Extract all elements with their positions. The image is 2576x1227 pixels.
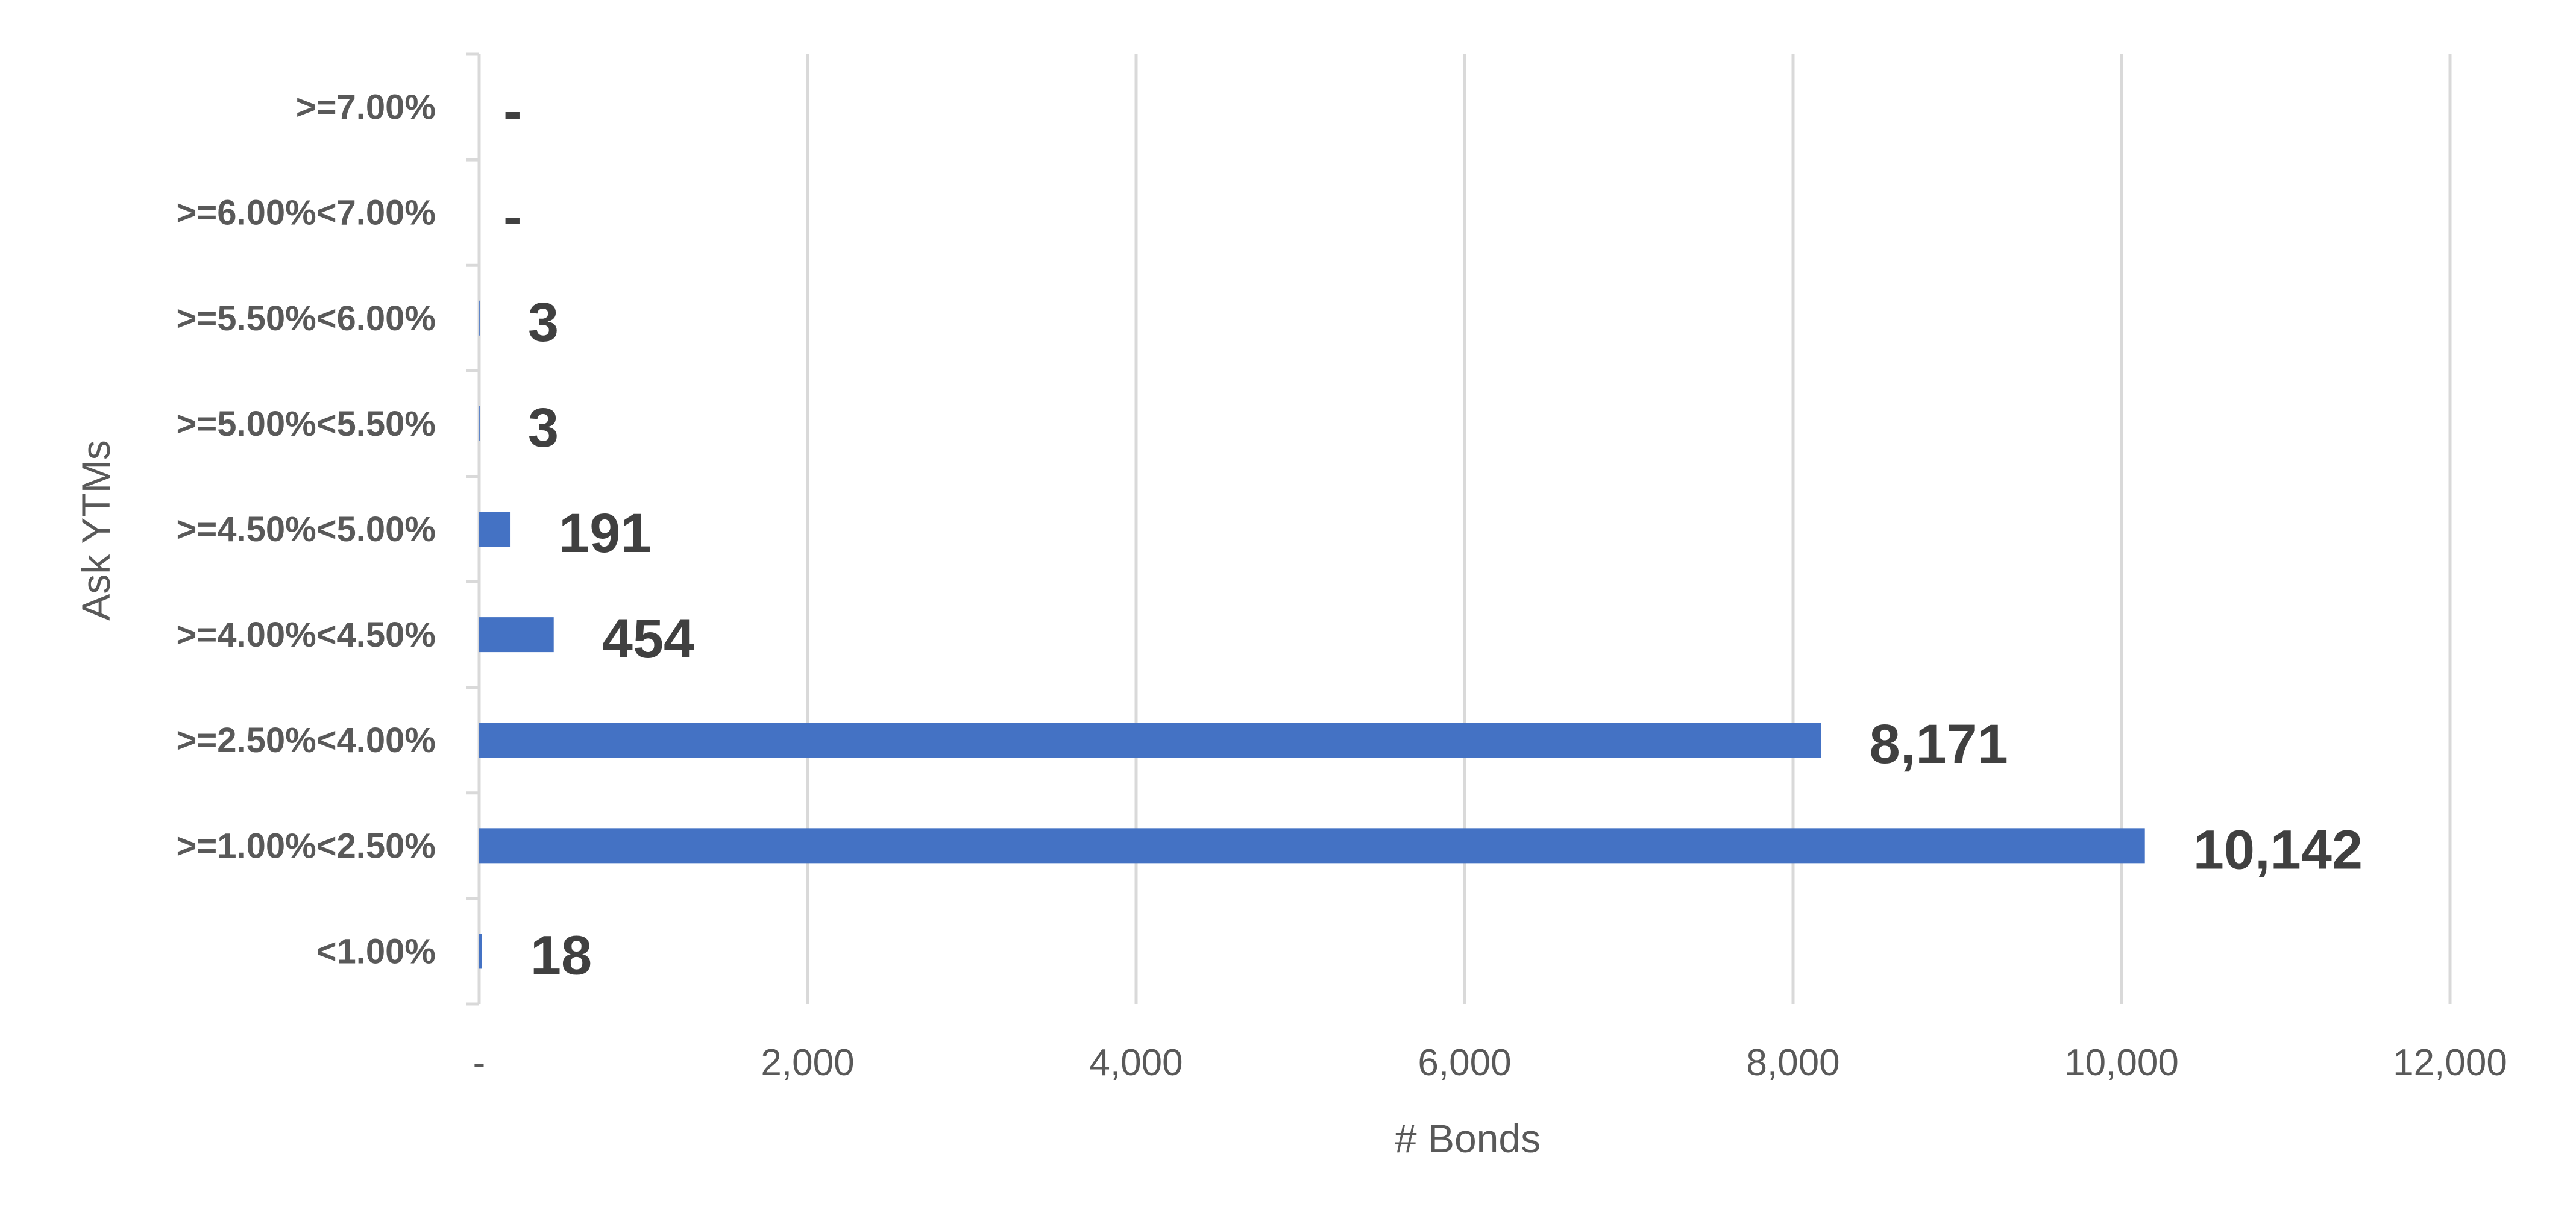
x-tick-label: 6,000 [1418, 1042, 1511, 1084]
category-label: >=4.00%<4.50% [176, 615, 436, 654]
category-label: >=5.00%<5.50% [176, 404, 436, 444]
x-axis-title: # Bonds [1395, 1116, 1541, 1161]
x-tick-label: 12,000 [2393, 1042, 2507, 1084]
x-tick-label: - [473, 1042, 486, 1084]
bar [479, 406, 480, 441]
data-label: 3 [528, 292, 559, 353]
data-label: 18 [530, 924, 592, 986]
data-label: 10,142 [2193, 819, 2363, 880]
y-axis-title: Ask YTMs [74, 440, 118, 620]
x-tick-label: 10,000 [2064, 1042, 2179, 1084]
x-tick-label: 8,000 [1746, 1042, 1839, 1084]
x-tick-labels: - 2,000 4,000 6,000 8,000 10,000 12,000 [473, 1042, 2507, 1084]
bar [479, 934, 482, 969]
bar [479, 300, 480, 336]
category-label: >=5.50%<6.00% [176, 299, 436, 338]
y-axis [466, 52, 481, 1006]
data-label: - [503, 81, 522, 142]
bar [479, 828, 2145, 864]
x-tick-label: 4,000 [1089, 1042, 1183, 1084]
bars [479, 300, 2145, 969]
bar [479, 512, 511, 547]
data-label: 8,171 [1870, 714, 2008, 775]
data-label: 454 [602, 608, 695, 670]
data-label: 3 [528, 397, 559, 459]
category-label: >=6.00%<7.00% [176, 193, 436, 233]
data-label: - [503, 186, 522, 248]
x-tick-label: 2,000 [761, 1042, 854, 1084]
data-label: 191 [559, 503, 652, 564]
bar [479, 617, 554, 653]
category-label: >=2.50%<4.00% [176, 721, 436, 760]
bar [479, 723, 1821, 758]
category-labels: >=7.00% >=6.00%<7.00% >=5.50%<6.00% >=5.00%… [176, 88, 436, 971]
category-label: >=7.00% [296, 88, 436, 127]
category-label: >=4.50%<5.00% [176, 510, 436, 549]
category-label: >=1.00%<2.50% [176, 826, 436, 865]
category-label: <1.00% [316, 932, 436, 971]
